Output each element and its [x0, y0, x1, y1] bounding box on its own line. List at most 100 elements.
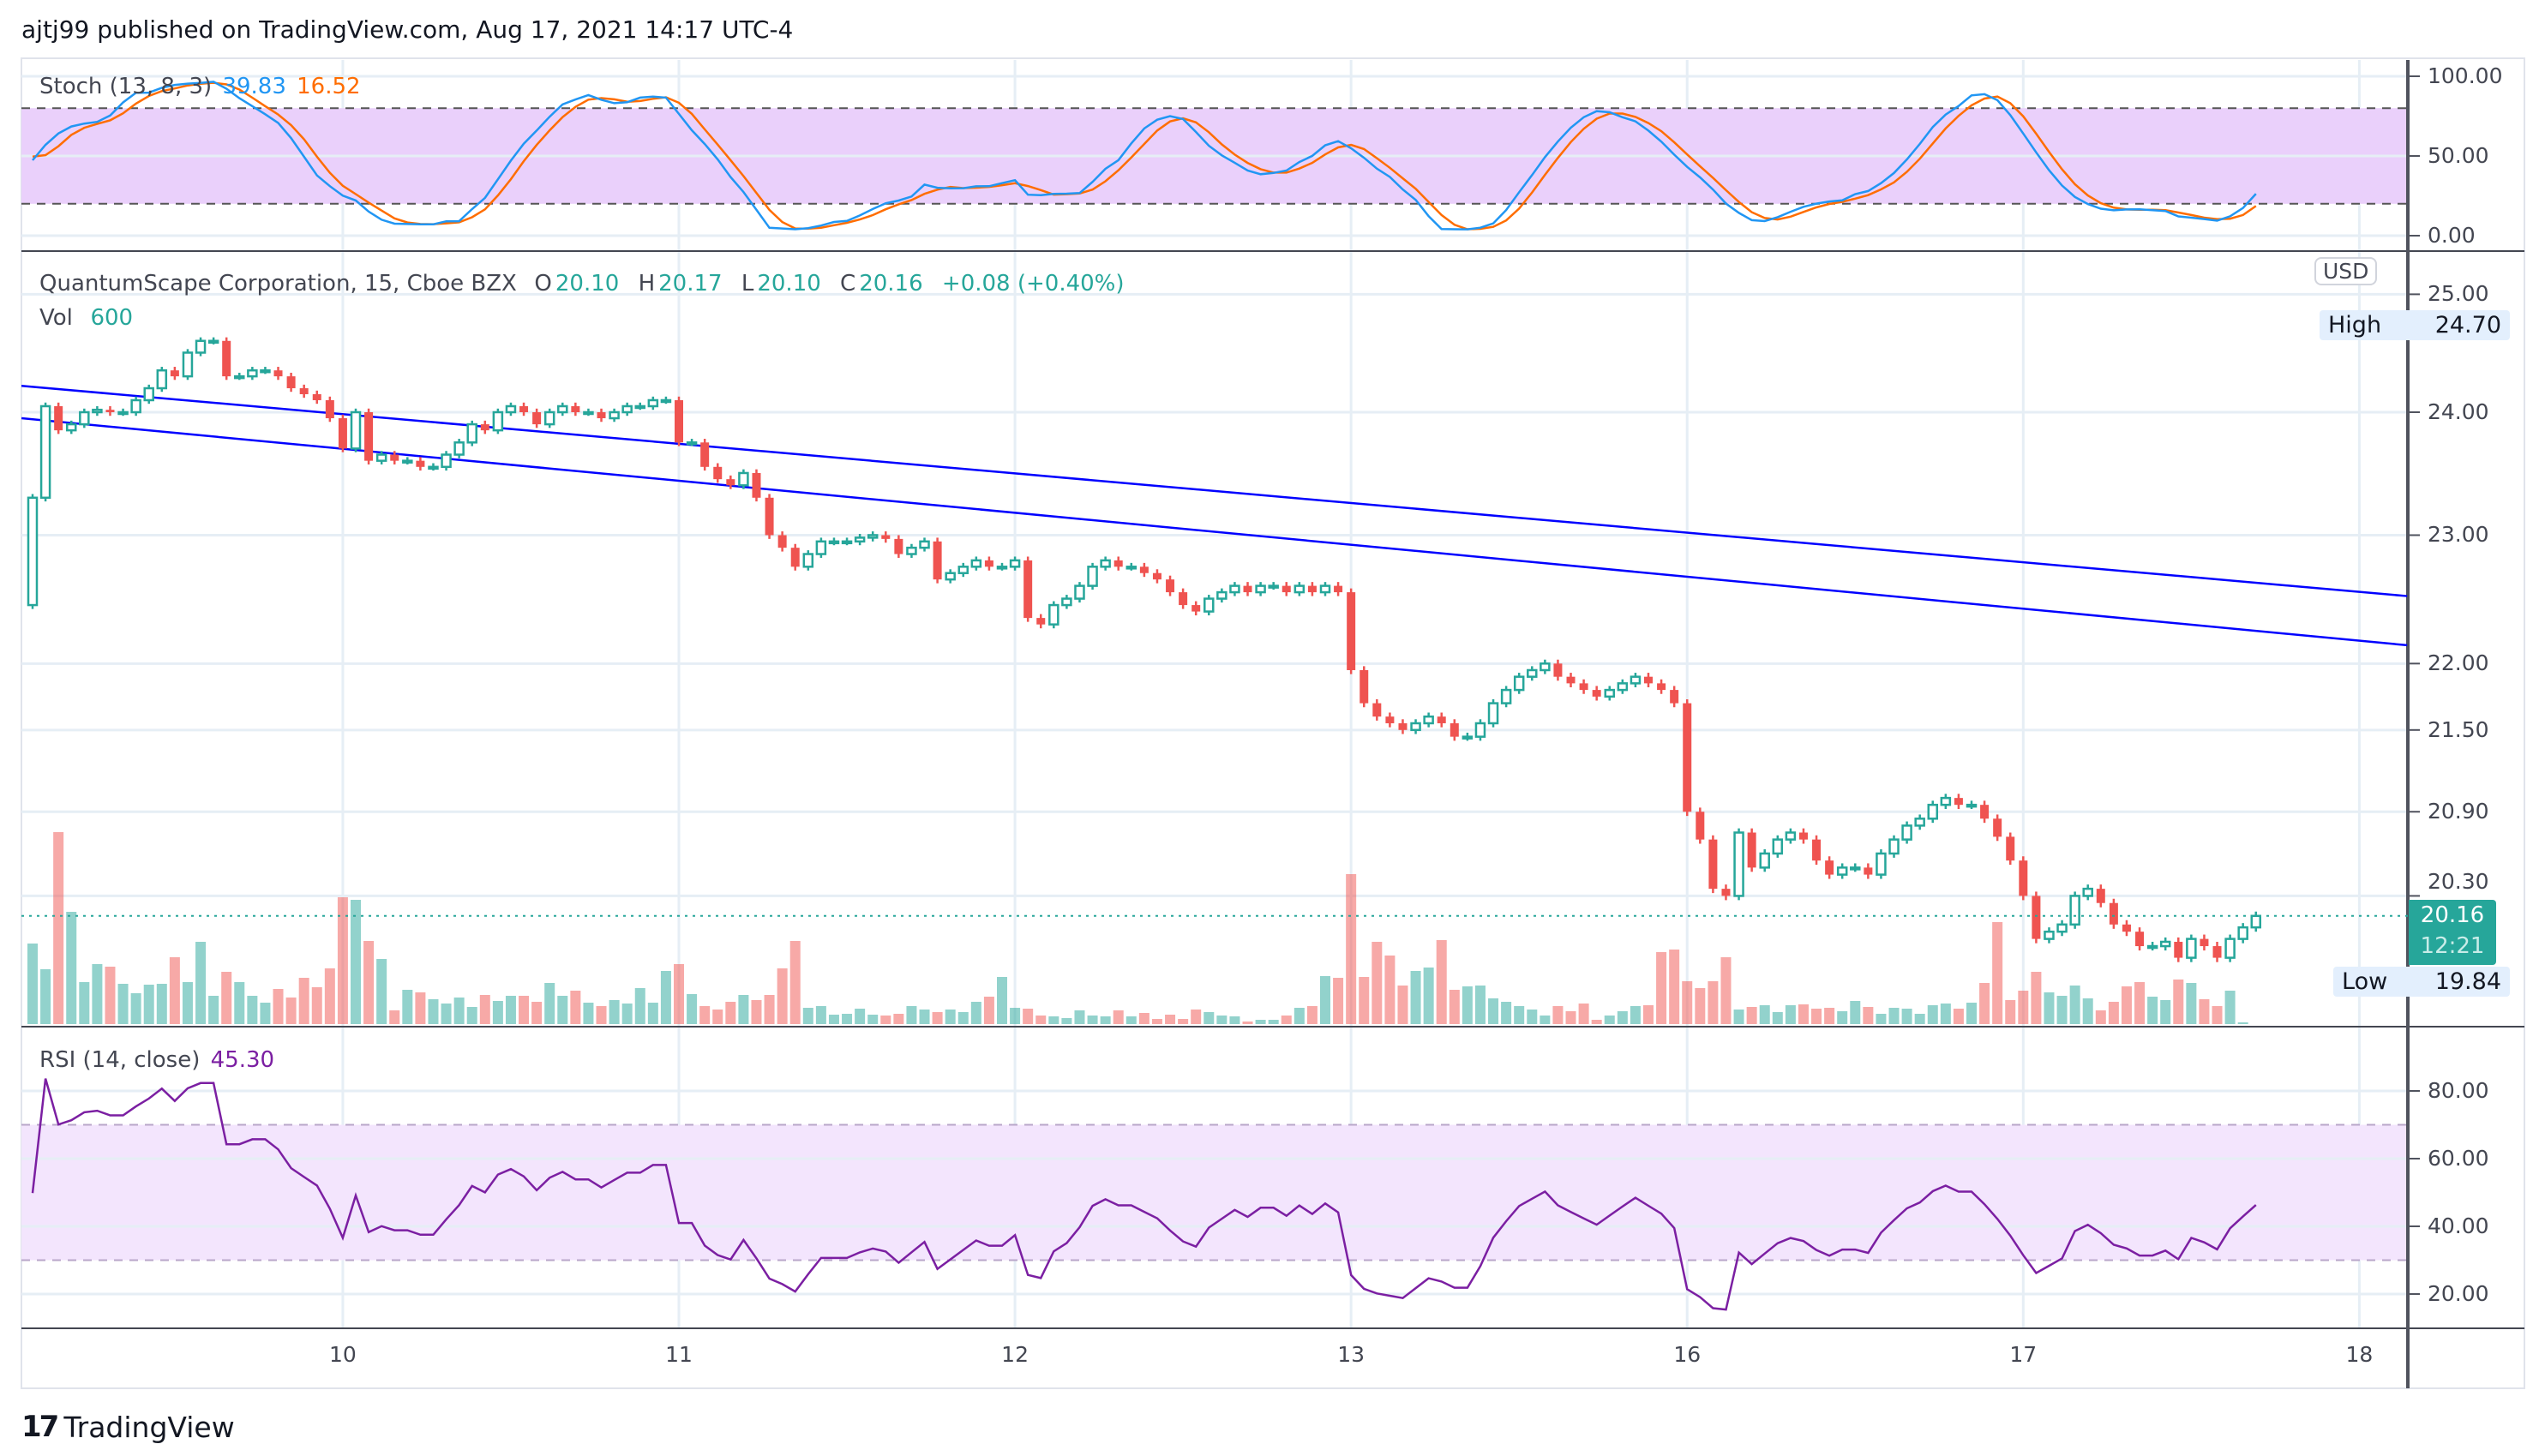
candle	[1812, 835, 1822, 866]
volume-bar	[363, 941, 375, 1024]
candle-body	[2224, 938, 2236, 959]
candle-body	[1437, 716, 1446, 723]
volume-bar	[1268, 1020, 1279, 1024]
candle-body	[79, 410, 90, 426]
volume-bar	[1281, 1016, 1292, 1024]
volume-bar	[1617, 1011, 1628, 1024]
volume-bar	[2147, 997, 2158, 1024]
volume-bar	[855, 1009, 866, 1024]
candle-body	[686, 441, 698, 446]
volume-bar	[1565, 1011, 1576, 1024]
volume-bar	[1501, 1002, 1512, 1024]
candle-body	[1203, 597, 1215, 613]
candle	[1630, 673, 1642, 688]
candle-body	[299, 388, 309, 394]
stoch-d-value: 16.52	[297, 74, 361, 99]
candle	[894, 535, 903, 558]
volume-bar	[777, 968, 788, 1024]
currency-button[interactable]: USD	[2314, 257, 2378, 285]
candle-body	[1307, 585, 1317, 593]
candle	[1474, 719, 1486, 741]
candle-body	[1604, 688, 1616, 698]
volume-bar	[1798, 1004, 1809, 1024]
symbol-title[interactable]: QuantumScape Corporation, 15, Cboe BZX	[39, 271, 517, 297]
candle	[1009, 556, 1021, 571]
candle-body	[583, 410, 594, 416]
volume-bar	[1242, 1022, 1253, 1024]
candle	[1592, 686, 1601, 701]
candle	[505, 402, 517, 416]
candle-body	[738, 471, 749, 487]
candle-body	[2200, 938, 2209, 947]
volume-bar	[351, 900, 361, 1024]
volume-bar	[2018, 991, 2029, 1024]
volume-bar	[1708, 981, 1719, 1024]
rsi-axis-tick: 40.00	[2428, 1213, 2489, 1238]
candle-body	[996, 566, 1008, 570]
candle	[1644, 673, 1653, 688]
volume-bar	[1191, 1010, 1202, 1024]
volume-bar	[428, 999, 439, 1024]
candle-body	[428, 465, 439, 470]
candle	[1113, 556, 1123, 571]
volume-bar	[687, 994, 698, 1024]
candle	[156, 367, 168, 392]
candle-body	[1255, 584, 1266, 594]
candle-body	[543, 410, 555, 426]
volume-bar	[415, 992, 426, 1024]
candle-body	[1294, 584, 1306, 594]
volume-bar	[1294, 1008, 1305, 1024]
volume-bar	[389, 1010, 400, 1024]
candle-body	[1876, 852, 1887, 876]
volume-bar	[1100, 1016, 1111, 1024]
candle-body	[2069, 895, 2080, 926]
volume-bar	[2095, 1010, 2106, 1024]
tradingview-footer[interactable]: 17 TradingView	[21, 1410, 235, 1444]
time-axis-label: 11	[665, 1342, 693, 1367]
candle	[621, 402, 633, 416]
candle-body	[1993, 818, 2002, 837]
volume-bar	[92, 964, 103, 1024]
volume-bar	[1811, 1009, 1822, 1024]
candle-body	[557, 404, 568, 414]
candle-body	[54, 405, 63, 431]
candle	[1282, 582, 1291, 596]
candle	[2044, 927, 2055, 944]
low-price-label: 19.84	[2409, 967, 2510, 997]
candle-body	[286, 376, 296, 389]
candle	[906, 543, 917, 558]
candle-body	[970, 559, 982, 568]
volume-bar	[970, 1002, 981, 1024]
brand-name: TradingView	[63, 1410, 235, 1444]
candle	[2212, 941, 2222, 962]
candle	[390, 451, 399, 464]
candle	[466, 420, 477, 446]
candle-body	[1553, 663, 1563, 677]
candle	[2109, 898, 2118, 929]
volume-bar	[1462, 986, 1473, 1024]
volume-bar	[1138, 1013, 1149, 1024]
candle-body	[1450, 722, 1459, 737]
candle	[1670, 686, 1679, 708]
candle	[1733, 828, 1744, 901]
candle	[1100, 556, 1111, 571]
candle	[2082, 884, 2093, 901]
price-pane	[21, 337, 2408, 1024]
candle-body	[1708, 839, 1718, 890]
candle	[1850, 863, 1861, 872]
candle	[2122, 920, 2131, 937]
volume-bar	[1914, 1014, 1925, 1024]
volume-bar	[1514, 1006, 1525, 1024]
volume-bar	[156, 984, 167, 1024]
volume-bar	[674, 964, 684, 1024]
volume-bar	[945, 1010, 956, 1024]
candle	[1798, 828, 1808, 844]
candle-body	[1113, 560, 1123, 567]
volume-bar	[1604, 1016, 1615, 1024]
candle	[1540, 659, 1551, 674]
volume-bar	[1720, 957, 1732, 1024]
candle	[1954, 794, 1963, 810]
candle	[54, 402, 63, 434]
high-value: 20.17	[658, 271, 723, 297]
